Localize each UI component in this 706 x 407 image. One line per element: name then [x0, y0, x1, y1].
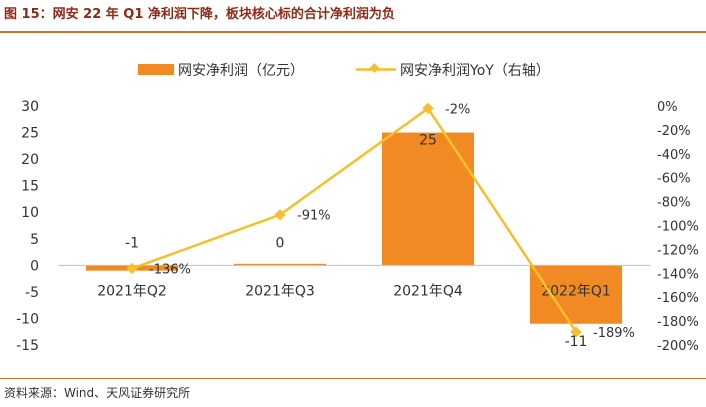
bar-value-label: 0 [276, 235, 285, 251]
yoy-line [131, 106, 578, 333]
left-axis-tick-label: 5 [30, 232, 39, 248]
chart-area: 网安净利润（亿元） 网安净利润YoY（右轴） 302520151050-5-10-… [16, 63, 699, 354]
right-axis-tick-label: -100% [657, 220, 699, 235]
source-note: 资料来源：Wind、天风证券研究所 [4, 386, 191, 400]
yoy-point [274, 209, 286, 221]
left-axis-tick-label: -5 [25, 285, 39, 301]
left-axis-tick-label: 25 [21, 126, 39, 142]
yoy-value-label: -136% [149, 263, 191, 278]
category-label: 2022年Q1 [541, 283, 611, 299]
right-axis-tick-label: -140% [657, 267, 699, 282]
right-axis-tick-label: -80% [657, 196, 691, 211]
right-axis: 0% -20% -40% -60% -80% -100% -120% -140% -160% -1… [657, 100, 699, 354]
bar-value-label: -1 [125, 235, 139, 251]
left-axis-tick-label: 20 [21, 152, 39, 168]
yoy-value-label: -91% [297, 209, 331, 224]
left-axis-tick-label: 10 [21, 205, 39, 221]
right-axis-tick-label: -200% [657, 339, 699, 354]
yoy-point [570, 326, 582, 338]
left-axis-tick-label: 30 [21, 99, 39, 115]
right-axis-tick-label: -180% [657, 315, 699, 330]
chart-title: 图 15：网安 22 年 Q1 净利润下降，板块核心标的合计净利润为负 [4, 7, 395, 22]
right-axis-tick-label: -120% [657, 243, 699, 258]
footer-divider [0, 378, 706, 379]
legend-line-label: 网安净利润YoY（右轴） [400, 63, 550, 79]
line-value-labels: -136% -91% -2% -189% [149, 102, 635, 340]
left-axis-tick-label: -15 [16, 338, 39, 354]
left-axis: 30 25 20 15 10 5 0 -5 -10 -15 [16, 99, 39, 354]
right-axis-tick-label: 0% [657, 100, 678, 115]
legend-bar-label: 网安净利润（亿元） [178, 63, 304, 79]
bar [382, 132, 474, 266]
left-axis-tick-label: 15 [21, 179, 39, 195]
title-divider [0, 31, 706, 33]
category-labels: 2021年Q2 2021年Q3 2021年Q4 2022年Q1 [97, 283, 611, 299]
category-label: 2021年Q3 [245, 283, 315, 299]
category-label: 2021年Q2 [97, 283, 167, 299]
right-axis-tick-label: -40% [657, 148, 691, 163]
bar [530, 265, 622, 324]
left-axis-tick-label: 0 [30, 258, 39, 274]
bar-value-label: 25 [419, 133, 437, 149]
yoy-value-label: -189% [593, 326, 635, 341]
left-axis-tick-label: -10 [16, 311, 39, 327]
right-axis-tick-label: -60% [657, 172, 691, 187]
bar-value-labels: -1 0 25 -11 [125, 133, 587, 350]
legend-line-marker [369, 63, 380, 73]
bar [234, 263, 326, 266]
category-label: 2021年Q4 [393, 283, 463, 299]
right-axis-tick-label: -20% [657, 124, 691, 139]
line-series [126, 102, 582, 338]
chart-legend: 网安净利润（亿元） 网安净利润YoY（右轴） [138, 63, 550, 79]
yoy-point [126, 262, 138, 275]
yoy-value-label: -2% [445, 102, 470, 117]
right-axis-tick-label: -160% [657, 291, 699, 306]
bar-value-label: -11 [565, 334, 588, 350]
legend-bar-swatch [138, 64, 174, 75]
